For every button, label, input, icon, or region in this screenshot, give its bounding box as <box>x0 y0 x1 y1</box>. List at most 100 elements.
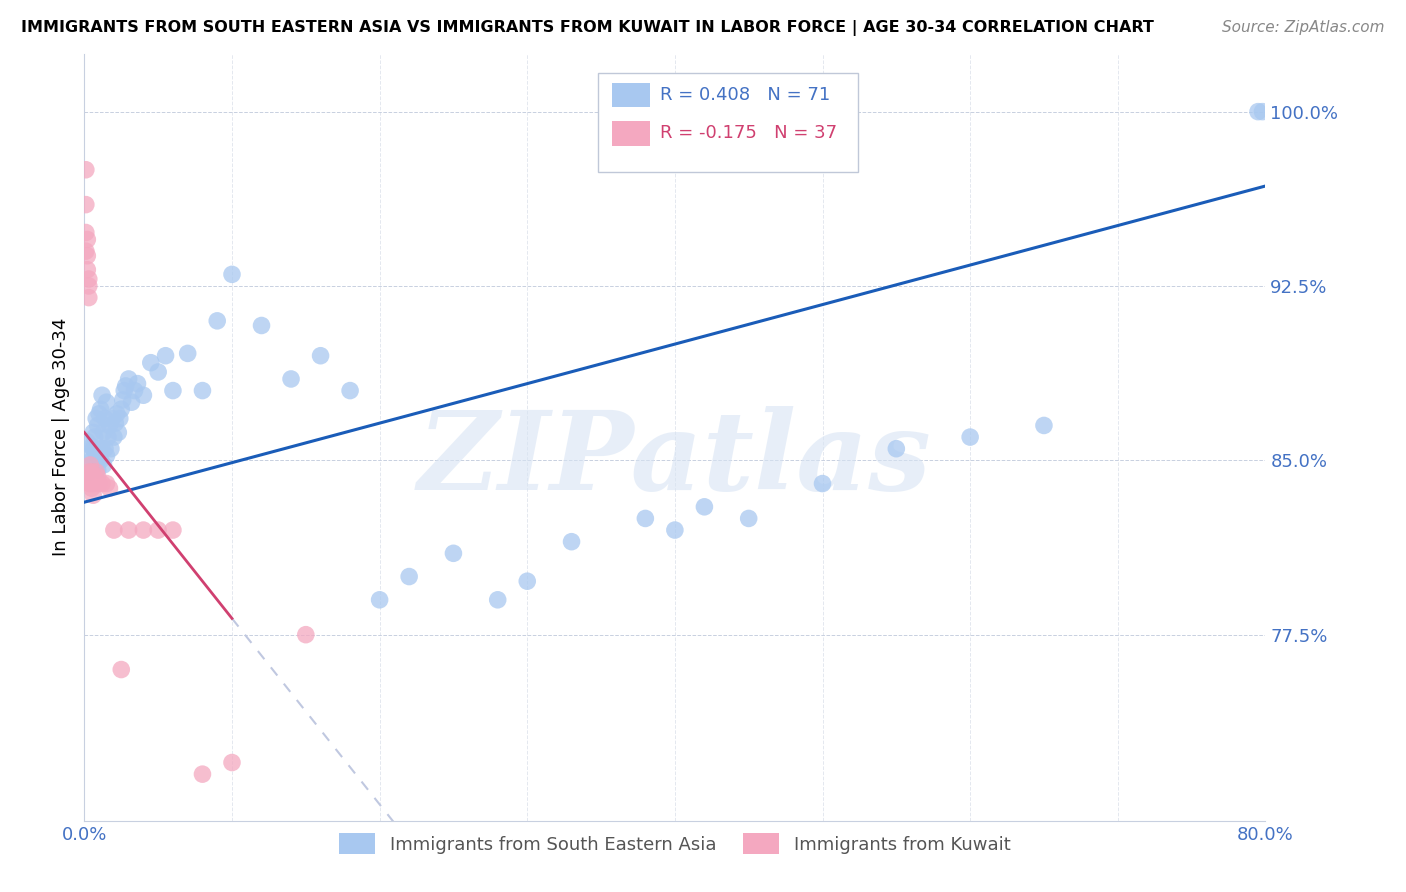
Point <box>108 411 131 425</box>
Point <box>96 395 118 409</box>
Point <box>75 162 97 177</box>
Point <box>177 346 200 360</box>
Point <box>121 395 143 409</box>
Point <box>76 262 98 277</box>
Point <box>139 356 162 370</box>
Point <box>111 392 134 407</box>
Point <box>82 488 104 502</box>
Point <box>114 379 136 393</box>
Point <box>110 402 132 417</box>
Point <box>368 592 391 607</box>
Point <box>112 384 135 398</box>
Point <box>97 430 120 444</box>
Point <box>82 469 104 483</box>
Point <box>280 372 302 386</box>
FancyBboxPatch shape <box>612 121 650 145</box>
Point <box>82 442 104 456</box>
FancyBboxPatch shape <box>598 73 858 172</box>
Point <box>132 523 155 537</box>
Point <box>103 430 125 444</box>
Y-axis label: In Labor Force | Age 30-34: In Labor Force | Age 30-34 <box>52 318 70 557</box>
Point <box>84 446 107 460</box>
Point <box>398 569 420 583</box>
Point <box>77 279 100 293</box>
Point <box>221 268 243 282</box>
Point <box>87 407 111 421</box>
Text: R = -0.175   N = 37: R = -0.175 N = 37 <box>659 124 837 143</box>
Point <box>693 500 716 514</box>
Point <box>250 318 273 333</box>
Point <box>110 663 132 677</box>
Point <box>77 476 100 491</box>
Point <box>1033 418 1056 433</box>
Point <box>90 453 112 467</box>
Point <box>162 523 184 537</box>
Point <box>94 442 117 456</box>
Point <box>738 511 761 525</box>
Point <box>191 767 214 781</box>
Point <box>87 476 111 491</box>
Legend: Immigrants from South Eastern Asia, Immigrants from Kuwait: Immigrants from South Eastern Asia, Immi… <box>332 826 1018 862</box>
Point <box>101 411 124 425</box>
Text: Source: ZipAtlas.com: Source: ZipAtlas.com <box>1222 20 1385 35</box>
Point <box>82 425 104 440</box>
Text: ZIPatlas: ZIPatlas <box>418 407 932 514</box>
Text: IMMIGRANTS FROM SOUTH EASTERN ASIA VS IMMIGRANTS FROM KUWAIT IN LABOR FORCE | AG: IMMIGRANTS FROM SOUTH EASTERN ASIA VS IM… <box>21 20 1154 36</box>
Point <box>561 534 583 549</box>
Point <box>77 465 100 479</box>
Point <box>148 365 170 379</box>
Point <box>79 476 101 491</box>
Point <box>80 453 103 467</box>
Point <box>1251 104 1274 119</box>
Point <box>98 481 121 495</box>
Point <box>886 442 908 456</box>
Point <box>132 388 155 402</box>
Point <box>90 402 112 417</box>
Point <box>84 465 107 479</box>
FancyBboxPatch shape <box>612 83 650 107</box>
Point <box>75 226 97 240</box>
Point <box>339 384 361 398</box>
Point <box>80 439 103 453</box>
Point <box>96 449 118 463</box>
Point <box>80 472 103 486</box>
Point <box>91 476 114 491</box>
Text: R = 0.408   N = 71: R = 0.408 N = 71 <box>659 86 830 104</box>
Point <box>309 349 332 363</box>
Point <box>105 407 128 421</box>
Point <box>86 418 108 433</box>
Point <box>1247 104 1270 119</box>
Point <box>148 523 170 537</box>
Point <box>76 249 98 263</box>
Point <box>77 291 100 305</box>
Point <box>84 411 107 425</box>
Point <box>107 425 129 440</box>
Point <box>127 376 149 391</box>
Point <box>80 465 103 479</box>
Point <box>79 449 101 463</box>
Point <box>124 384 146 398</box>
Point <box>79 467 101 482</box>
Point <box>77 465 100 479</box>
Point <box>75 244 97 259</box>
Point <box>98 418 121 433</box>
Point <box>83 458 105 472</box>
Point <box>86 462 108 476</box>
Point <box>86 469 108 483</box>
Point <box>91 442 114 456</box>
Point <box>104 416 127 430</box>
Point <box>118 372 141 386</box>
Point <box>79 458 101 472</box>
Point <box>91 388 114 402</box>
Point <box>75 197 97 211</box>
Point <box>443 546 465 560</box>
Point <box>76 434 98 449</box>
Point <box>93 425 115 440</box>
Point <box>83 472 105 486</box>
Point <box>207 314 229 328</box>
Point <box>959 430 981 444</box>
Point <box>221 756 243 770</box>
Point <box>162 384 184 398</box>
Point <box>77 272 100 286</box>
Point <box>634 511 657 525</box>
